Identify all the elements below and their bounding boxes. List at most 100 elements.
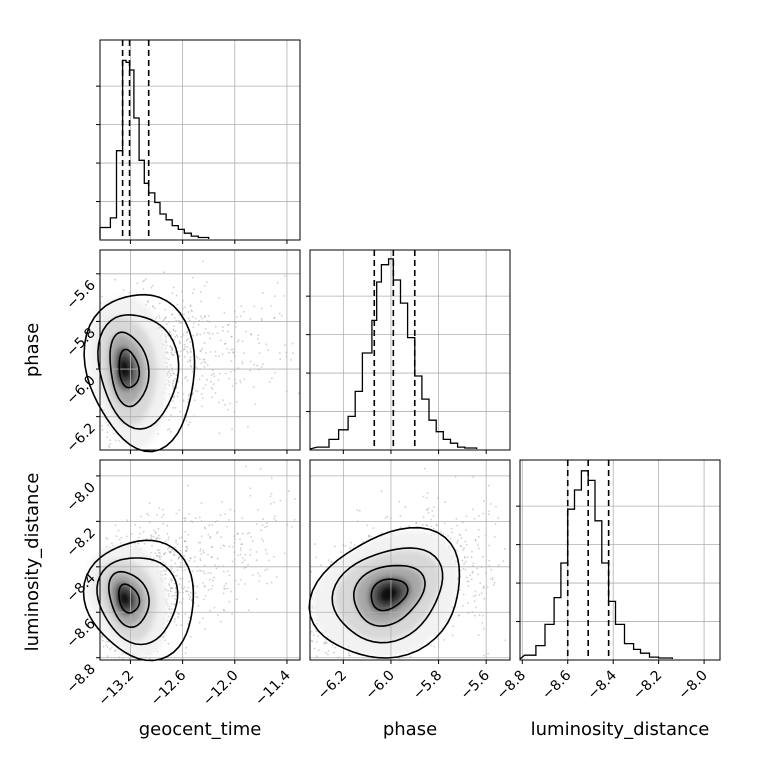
joint-geocent-time-phase-point [218, 355, 221, 357]
joint-geocent-time-phase-point [163, 271, 165, 274]
joint-geocent-time-phase-point [188, 359, 191, 362]
joint-phase-luminosity-distance-point [443, 639, 445, 641]
joint-geocent-time-phase-point [230, 335, 233, 338]
joint-geocent-time-luminosity-distance-point [260, 529, 263, 532]
y-tick-label-phase-0: −6.2 [63, 420, 98, 455]
joint-phase-luminosity-distance-frame [309, 459, 511, 661]
joint-phase-luminosity-distance-point [455, 518, 458, 520]
joint-geocent-time-luminosity-distance-point [266, 525, 269, 528]
joint-geocent-time-luminosity-distance-point [258, 580, 261, 582]
joint-geocent-time-luminosity-distance-point [155, 513, 158, 516]
joint-geocent-time-phase-point [185, 375, 188, 378]
joint-geocent-time-luminosity-distance-point [169, 551, 172, 554]
joint-geocent-time-luminosity-distance-point [200, 553, 203, 555]
joint-phase-luminosity-distance-contour-1 [331, 547, 444, 644]
joint-geocent-time-phase-point [267, 349, 270, 352]
joint-geocent-time-phase-point [237, 367, 240, 369]
joint-phase-luminosity-distance-point [473, 518, 476, 520]
joint-geocent-time-phase-point [280, 314, 283, 317]
joint-geocent-time-phase-point [221, 326, 224, 328]
joint-geocent-time-luminosity-distance-point [240, 549, 243, 552]
joint-geocent-time-luminosity-distance-point [138, 536, 140, 539]
joint-geocent-time-luminosity-distance-point [164, 573, 167, 576]
joint-geocent-time-luminosity-distance-point [266, 522, 268, 524]
joint-geocent-time-phase-point [158, 314, 161, 317]
joint-geocent-time-luminosity-distance-point [158, 537, 161, 540]
joint-phase-luminosity-distance-point [334, 646, 337, 649]
joint-geocent-time-phase-contour-0 [83, 293, 196, 453]
joint-geocent-time-luminosity-distance-contour-2 [107, 570, 150, 629]
joint-phase-luminosity-distance-point [444, 501, 446, 504]
joint-geocent-time-luminosity-distance-point [178, 509, 181, 512]
joint-phase-luminosity-distance-point [472, 595, 475, 597]
joint-geocent-time-luminosity-distance-contour-0 [82, 539, 195, 662]
joint-geocent-time-luminosity-distance-point [199, 559, 202, 562]
joint-geocent-time-phase-point [243, 310, 245, 313]
joint-phase-luminosity-distance-point [477, 535, 480, 538]
joint-geocent-time-luminosity-distance-point [188, 559, 191, 562]
joint-geocent-time-luminosity-distance-point [187, 484, 189, 487]
joint-geocent-time-phase-point [198, 378, 201, 381]
joint-geocent-time-luminosity-distance-point [168, 584, 171, 587]
joint-geocent-time-phase-point [241, 340, 244, 343]
joint-geocent-time-luminosity-distance-point [173, 571, 175, 574]
joint-geocent-time-luminosity-distance-point [255, 523, 258, 525]
joint-phase-luminosity-distance-point [482, 614, 484, 617]
joint-geocent-time-phase-point [158, 317, 161, 319]
joint-geocent-time-phase-point [200, 362, 203, 364]
joint-geocent-time-phase-point [241, 362, 244, 365]
joint-geocent-time-phase-point [237, 340, 239, 343]
joint-geocent-time-luminosity-distance-point [203, 585, 206, 588]
joint-phase-luminosity-distance-contour-3 [370, 578, 409, 612]
joint-geocent-time-phase-point [230, 348, 233, 351]
joint-geocent-time-phase-point [165, 341, 167, 343]
joint-geocent-time-luminosity-distance-point [111, 542, 113, 545]
joint-phase-luminosity-distance-point [321, 631, 324, 634]
joint-geocent-time-luminosity-distance-point [177, 616, 180, 619]
joint-geocent-time-luminosity-distance-point [237, 532, 240, 535]
joint-phase-luminosity-distance-point [312, 634, 315, 636]
joint-phase-luminosity-distance-point [482, 587, 484, 589]
joint-geocent-time-phase-point [254, 403, 257, 406]
joint-phase-luminosity-distance-point [504, 639, 507, 642]
joint-geocent-time-phase-point [201, 347, 203, 350]
joint-geocent-time-luminosity-distance-point [114, 649, 117, 651]
joint-geocent-time-luminosity-distance-point [241, 517, 244, 520]
joint-geocent-time-luminosity-distance-point [170, 586, 173, 589]
joint-phase-luminosity-distance-point [347, 654, 350, 657]
joint-geocent-time-phase-point [200, 393, 203, 395]
joint-geocent-time-phase-point [204, 362, 207, 364]
joint-geocent-time-luminosity-distance-point [171, 603, 173, 605]
joint-geocent-time-luminosity-distance-point [178, 556, 180, 559]
joint-geocent-time-luminosity-distance-point [180, 624, 183, 626]
joint-phase-luminosity-distance-point [502, 560, 505, 562]
joint-geocent-time-luminosity-distance-point [257, 572, 259, 575]
joint-geocent-time-phase-point [113, 432, 116, 435]
joint-geocent-time-luminosity-distance-point [237, 554, 240, 557]
joint-geocent-time-phase-point [185, 331, 188, 334]
joint-geocent-time-luminosity-distance-point [117, 529, 120, 532]
joint-geocent-time-luminosity-distance-point [237, 583, 240, 586]
joint-phase-luminosity-distance-point [456, 539, 459, 542]
joint-geocent-time-luminosity-distance-point [216, 531, 219, 533]
joint-geocent-time-phase-point [273, 317, 276, 320]
joint-geocent-time-luminosity-distance-point [154, 532, 157, 535]
joint-phase-luminosity-distance-point [311, 639, 313, 642]
joint-geocent-time-phase-point [193, 399, 196, 402]
joint-geocent-time-phase-density-4 [119, 357, 131, 380]
joint-geocent-time-phase-point [174, 406, 177, 409]
joint-geocent-time-luminosity-distance-point [179, 564, 182, 567]
joint-phase-luminosity-distance-point [494, 523, 497, 525]
joint-geocent-time-luminosity-distance-frame [99, 459, 301, 661]
joint-phase-luminosity-distance-point [474, 590, 477, 593]
joint-geocent-time-phase-point [247, 425, 249, 428]
joint-geocent-time-luminosity-distance-point [243, 583, 246, 585]
joint-geocent-time-phase-point [202, 358, 205, 361]
joint-phase-luminosity-distance-point [486, 586, 489, 588]
joint-geocent-time-luminosity-distance-point [200, 535, 203, 538]
joint-geocent-time-luminosity-distance-point [137, 542, 140, 545]
y-tick-label-phase-3: −5.6 [63, 277, 98, 312]
joint-geocent-time-luminosity-distance-point [189, 557, 192, 560]
joint-geocent-time-luminosity-distance-point [251, 574, 254, 576]
joint-phase-luminosity-distance-point [490, 568, 493, 571]
